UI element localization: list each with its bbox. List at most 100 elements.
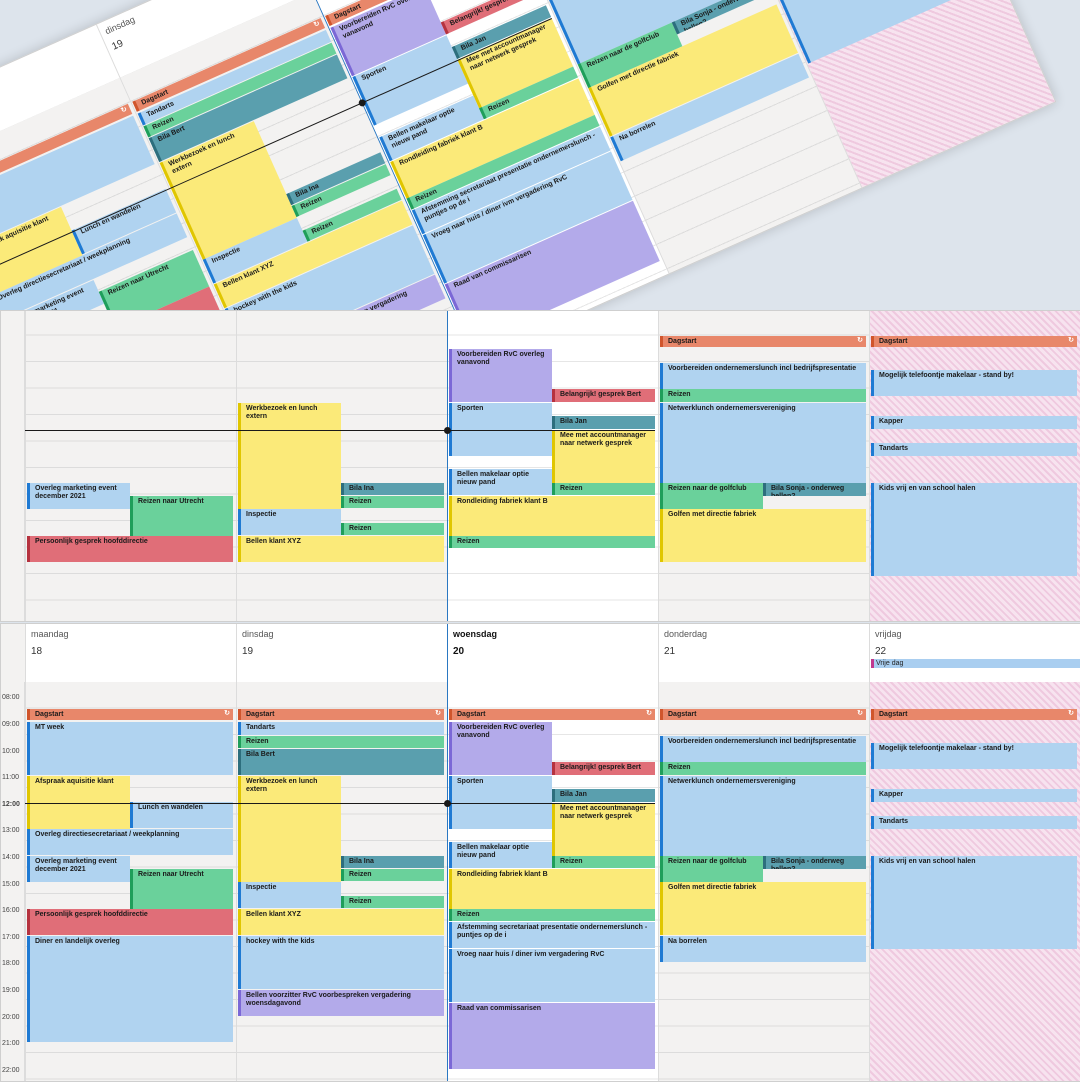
event-bellen-makelaar[interactable]: Bellen makelaar optie nieuw pand [449,842,552,868]
day-column-woensdag[interactable]: woensdag 20 Dagstart ↻ Voorbereiden RvC ov… [447,624,660,1081]
event-kids[interactable]: Kids vrij en van school halen [871,856,1077,949]
event-voorbereiden[interactable]: Voorbereiden RvC overleg vanavond [449,349,552,402]
event-reizen[interactable]: Reizen [660,389,866,402]
sync-icon: ↻ [120,105,129,115]
day-column-woensdag[interactable]: Voorbereiden RvC overleg vanavond Belang… [447,311,660,621]
event-golfen[interactable]: Golfen met directie fabriek [660,882,866,935]
event-dagstart[interactable]: Dagstart ↻ [660,709,866,720]
event-title: Voorbereiden ondernemerslunch incl bedri… [668,738,857,745]
event-inspectie[interactable]: Inspectie [238,509,341,535]
event-reizen[interactable]: Reizen [341,523,444,535]
event-mt-week[interactable]: MT week [27,722,233,775]
time-rail: 08:00 09:00 10:00 11:00 12:00 13:00 14:0… [1,682,25,1081]
event-reizen[interactable]: Reizen [341,896,444,908]
event-overleg-mkt[interactable]: Overleg marketing event december 2021 [27,483,130,509]
day-header[interactable]: vrijdag 22 Vrije dag [870,624,1080,683]
event-dagstart[interactable]: Dagstart ↻ [660,336,866,347]
event-netwerklunch[interactable]: Netwerklunch ondernemersvereniging [660,403,866,483]
day-header[interactable]: donderdag 21 [659,624,870,683]
event-persoonlijk[interactable]: Persoonlijk gesprek hoofddirectie [27,536,233,562]
event-belangrijk[interactable]: Belangrijk! gesprek Bert [552,762,655,775]
event-accountmanager[interactable]: Mee met accountmanager naar netwerk gesp… [552,803,655,856]
event-reizen-utrecht[interactable]: Reizen naar Utrecht [130,869,233,909]
event-bellen-xyz[interactable]: Bellen klant XYZ [238,536,444,562]
event-golfclub[interactable]: Reizen naar de golfclub [660,856,763,882]
event-rondleiding[interactable]: Rondleiding fabriek klant B [449,496,655,536]
event-raad[interactable]: Raad van commissarisen [449,1003,655,1069]
day-column-dinsdag[interactable]: Werkbezoek en lunch extern Bila Ina Reiz… [236,311,448,621]
event-reizen[interactable]: Reizen [341,869,444,881]
event-afstemming[interactable]: Afstemming secretariaat presentatie onde… [449,922,655,948]
event-werkbezoek[interactable]: Werkbezoek en lunch extern [238,776,341,882]
event-bila-sonja[interactable]: Bila Sonja - onderweg bellen? [763,483,866,496]
event-makelaar[interactable]: Mogelijk telefoontje makelaar - stand by… [871,743,1077,769]
day-column-maandag[interactable]: Overleg marketing event december 2021 Re… [25,311,237,621]
event-dagstart[interactable]: Dagstart ↻ [449,709,655,720]
event-netwerklunch[interactable]: Netwerklunch ondernemersvereniging [660,776,866,856]
event-reizen[interactable]: Reizen [552,483,655,495]
event-bila-ina[interactable]: Bila Ina [341,856,444,868]
event-kids[interactable]: Kids vrij en van school halen [871,483,1077,576]
event-bila-bert[interactable]: Bila Bert [238,749,444,775]
event-reizen-utrecht[interactable]: Reizen naar Utrecht [130,496,233,536]
event-bellen-xyz[interactable]: Bellen klant XYZ [238,909,444,935]
event-afspraak[interactable]: Afspraak aquisitie klant [27,776,130,829]
event-reizen[interactable]: Reizen [238,736,444,748]
event-reizen[interactable]: Reizen [552,856,655,868]
event-sporten[interactable]: Sporten [449,403,552,456]
allday-event[interactable]: Vrije dag [871,659,1080,668]
event-accountmanager[interactable]: Mee met accountmanager naar netwerk gesp… [552,430,655,483]
time-grid[interactable] [26,311,237,621]
event-bila-jan[interactable]: Bila Jan [552,416,655,429]
event-makelaar[interactable]: Mogelijk telefoontje makelaar - stand by… [871,370,1077,396]
event-tandarts[interactable]: Tandarts [871,443,1077,456]
hour-label: 13:00 [2,827,20,834]
event-bellen-rvc[interactable]: Bellen voorzitter RvC voorbespreken verg… [238,990,444,1016]
event-tandarts[interactable]: Tandarts [238,722,444,735]
event-sporten[interactable]: Sporten [449,776,552,829]
event-vroeg[interactable]: Vroeg naar huis / diner ivm vergadering … [449,949,655,1002]
event-overleg-mkt[interactable]: Overleg marketing event december 2021 [27,856,130,882]
event-bila-ina[interactable]: Bila Ina [341,483,444,495]
event-voorbereiden-lunch[interactable]: Voorbereiden ondernemerslunch incl bedri… [660,363,866,389]
hour-label: 12:00 [2,801,20,808]
event-kapper[interactable]: Kapper [871,789,1077,802]
event-borrelen[interactable]: Na borrelen [660,936,866,962]
event-kapper[interactable]: Kapper [871,416,1077,429]
event-bila-sonja[interactable]: Bila Sonja - onderweg bellen? [763,856,866,869]
event-reizen[interactable]: Reizen [341,496,444,508]
event-golfclub[interactable]: Reizen naar de golfclub [660,483,763,509]
event-voorbereiden-lunch[interactable]: Voorbereiden ondernemerslunch incl bedri… [660,736,866,762]
event-diner[interactable]: Diner en landelijk overleg [27,936,233,1042]
day-header[interactable]: woensdag 20 [448,624,659,683]
event-title: Kids vrij en van school halen [879,858,976,865]
event-rondleiding[interactable]: Rondleiding fabriek klant B [449,869,655,909]
event-dagstart[interactable]: Dagstart ↻ [871,709,1077,720]
event-belangrijk[interactable]: Belangrijk! gesprek Bert [552,389,655,402]
event-reizen[interactable]: Reizen [449,536,655,548]
event-dagstart[interactable]: Dagstart ↻ [27,709,233,720]
event-reizen[interactable]: Reizen [660,762,866,775]
event-reizen[interactable]: Reizen [449,909,655,921]
event-lunch[interactable]: Lunch en wandelen [130,802,233,828]
event-bila-jan[interactable]: Bila Jan [552,789,655,802]
event-voorbereiden[interactable]: Voorbereiden RvC overleg vanavond [449,722,552,775]
event-overleg-dir[interactable]: Overleg directiesecretariaat / weekplann… [27,829,233,855]
event-dagstart[interactable]: Dagstart ↻ [238,709,444,720]
event-tandarts[interactable]: Tandarts [871,816,1077,829]
day-header[interactable]: maandag 18 [26,624,237,683]
day-column-maandag[interactable]: maandag 18 Dagstart ↻ MT week Afspraak aqu… [25,624,237,1081]
event-persoonlijk[interactable]: Persoonlijk gesprek hoofddirectie [27,909,233,935]
event-hockey[interactable]: hockey with the kids [238,936,444,989]
day-header[interactable]: dinsdag 19 [237,624,448,683]
event-dagstart[interactable]: Dagstart ↻ [871,336,1077,347]
day-column-dinsdag[interactable]: dinsdag 19 Dagstart ↻ Tandarts Reizen Bila… [236,624,448,1081]
event-werkbezoek[interactable]: Werkbezoek en lunch extern [238,403,341,509]
event-inspectie[interactable]: Inspectie [238,882,341,908]
event-bellen-makelaar[interactable]: Bellen makelaar optie nieuw pand [449,469,552,495]
event-golfen[interactable]: Golfen met directie fabriek [660,509,866,562]
